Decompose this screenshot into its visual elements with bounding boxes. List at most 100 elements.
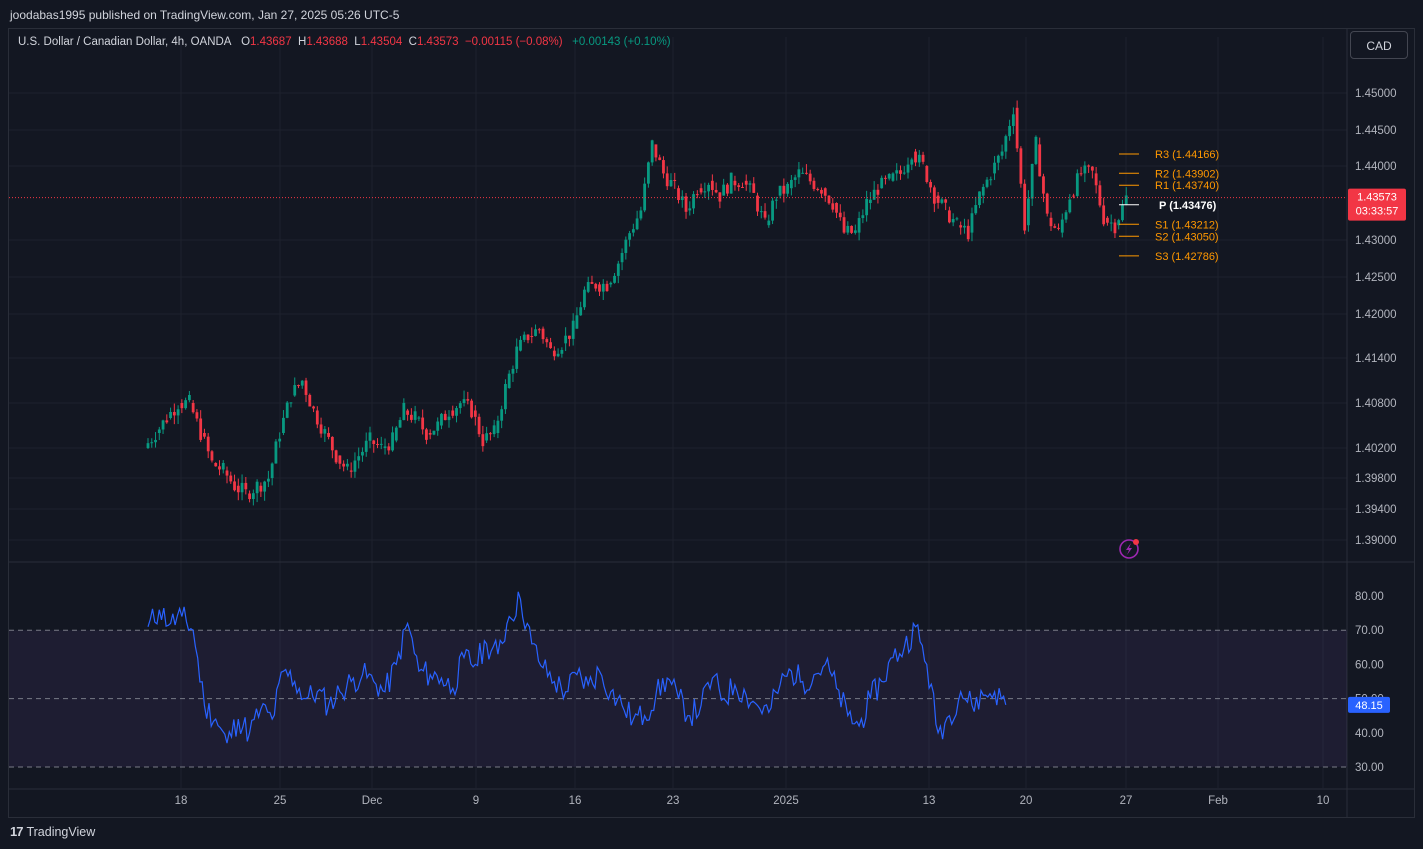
candle-body	[733, 180, 737, 186]
candle-body	[1045, 193, 1049, 214]
price-tick-label: 1.44000	[1355, 161, 1397, 173]
candle-body	[805, 172, 808, 174]
rsi-tick-label: 80.00	[1355, 591, 1384, 603]
candle-body	[379, 443, 383, 445]
candle-body	[413, 411, 417, 420]
pivot-label-r3: R3 (1.44166)	[1155, 149, 1219, 161]
time-tick-label: 20	[1020, 795, 1033, 807]
price-tick-label: 1.40200	[1355, 443, 1397, 455]
candle-body	[613, 275, 616, 283]
candle-body	[485, 433, 489, 441]
candle-body	[639, 210, 643, 219]
candle-body	[868, 199, 872, 203]
candle-body	[925, 166, 929, 182]
candle-body	[519, 339, 522, 351]
candle-body	[421, 417, 425, 430]
candle-body	[684, 196, 688, 212]
pivot-label-s3: S3 (1.42786)	[1155, 251, 1219, 263]
candle-body	[428, 433, 432, 435]
candle-body	[402, 402, 406, 421]
candle-body	[462, 399, 466, 403]
candle-body	[300, 380, 304, 386]
candle-body	[488, 433, 492, 435]
tradingview-logo[interactable]: 17 TradingView	[10, 824, 95, 839]
currency-button[interactable]: CAD	[1350, 31, 1408, 59]
candle-body	[635, 218, 639, 230]
candle-body	[571, 320, 575, 339]
candle-body	[361, 451, 364, 456]
candle-body	[293, 385, 297, 396]
candle-body	[902, 172, 906, 174]
candle-body	[1008, 125, 1012, 137]
candle-body	[996, 155, 1000, 163]
candle-body	[703, 191, 707, 193]
candle-body	[793, 177, 797, 180]
candle-body	[741, 187, 744, 189]
candle-body	[1057, 227, 1060, 229]
candle-body	[985, 179, 989, 187]
price-tick-label: 1.39800	[1355, 473, 1397, 485]
candle-body	[594, 283, 598, 289]
time-tick-label: 18	[175, 795, 188, 807]
candle-body	[609, 282, 613, 285]
candle-body	[338, 455, 342, 464]
time-tick-label: 9	[473, 795, 479, 807]
candle-body	[786, 183, 790, 194]
candle-body	[789, 179, 793, 189]
candle-body	[470, 400, 473, 418]
candle-body	[376, 443, 379, 445]
candle-body	[172, 412, 176, 416]
candle-body	[1053, 226, 1057, 228]
candle-body	[545, 339, 549, 343]
candle-body	[522, 334, 526, 340]
candle-body	[150, 442, 154, 444]
change-since-value: +0.00143 (+0.10%)	[572, 36, 671, 48]
candle-body	[255, 481, 259, 494]
candle-body	[823, 188, 827, 196]
candle-body	[398, 420, 402, 428]
lightning-icon[interactable]	[1119, 539, 1139, 559]
candle-body	[417, 417, 421, 419]
candle-body	[169, 412, 172, 418]
rsi-value-badge	[1348, 696, 1390, 713]
candle-body	[910, 159, 914, 165]
candle-body	[259, 485, 263, 492]
candle-body	[315, 410, 319, 425]
candle-body	[808, 173, 812, 182]
candle-body	[936, 195, 940, 203]
candle-body	[737, 185, 741, 188]
candle-body	[963, 225, 966, 228]
candle-body	[774, 199, 778, 201]
price-tick-label: 1.40800	[1355, 398, 1397, 410]
candle-body	[270, 463, 274, 478]
tradingview-icon: 17	[10, 824, 24, 839]
candle-body	[650, 140, 654, 163]
price-tick-label: 1.45000	[1355, 88, 1397, 100]
candle-body	[647, 162, 650, 184]
pivot-label-s2: S2 (1.43050)	[1155, 231, 1219, 243]
candle-body	[1000, 151, 1004, 156]
candle-body	[853, 230, 857, 233]
candle-body	[214, 463, 218, 467]
candle-body	[966, 225, 970, 240]
candle-body	[605, 283, 609, 292]
candle-body	[929, 181, 932, 188]
candle-body	[850, 225, 853, 233]
pivot-label-s1: S1 (1.43212)	[1155, 219, 1219, 231]
candle-body	[1106, 217, 1109, 223]
candle-body	[1098, 185, 1102, 206]
candle-body	[906, 164, 910, 173]
candle-body	[782, 185, 786, 194]
candle-body	[917, 154, 921, 163]
candle-body	[726, 184, 729, 194]
candle-body	[948, 210, 951, 223]
candle-body	[884, 177, 887, 179]
candle-body	[677, 188, 680, 201]
candle-body	[387, 446, 391, 451]
top-bar: joodabas1995 published on TradingView.co…	[0, 0, 1423, 28]
candle-body	[165, 420, 169, 423]
symbol-legend: U.S. Dollar / Canadian Dollar, 4h, OANDA…	[18, 36, 671, 48]
pivot-label-p: P (1.43476)	[1159, 200, 1217, 212]
price-tick-label: 1.39400	[1355, 504, 1397, 516]
